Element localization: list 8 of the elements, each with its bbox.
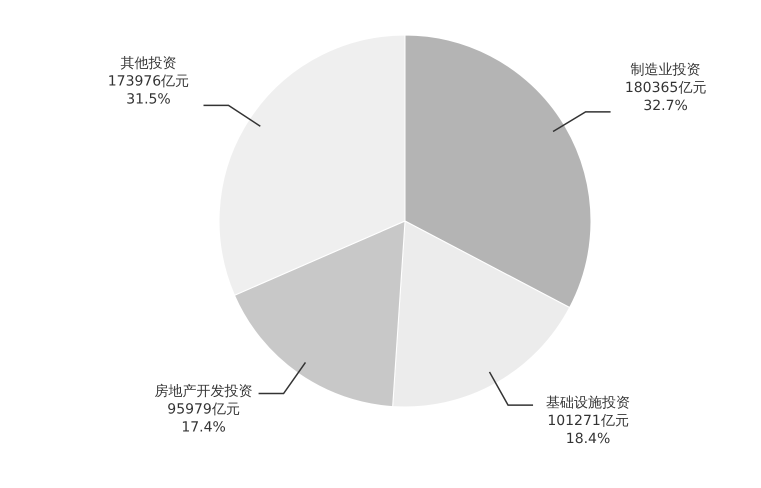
slice-label: 基础设施投资 [546,395,630,412]
slice-label: 房地产开发投资 [154,384,253,400]
data-label: 173976亿元 31.5% [108,73,190,108]
data-label: 180365亿元 32.7% [624,80,706,114]
slice-label: 制造业投资 [630,62,701,78]
data-label: 101271亿元 18.4% [547,413,629,448]
slice-label: 其他投资 [120,55,176,72]
data-label: 95979亿元 17.4% [167,402,240,436]
